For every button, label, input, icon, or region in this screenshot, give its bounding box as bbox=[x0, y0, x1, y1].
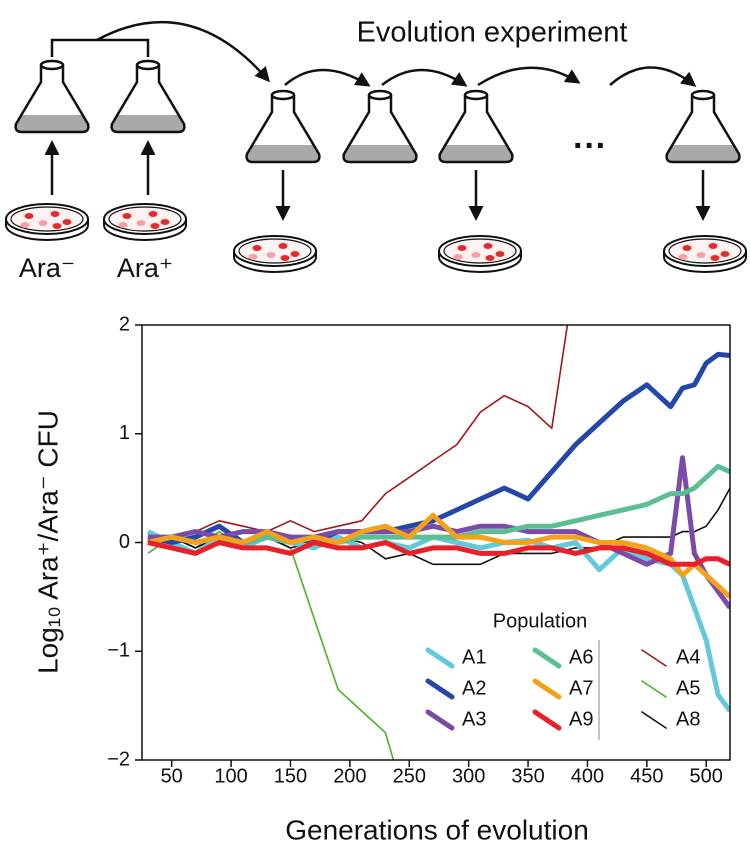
chart: Generations of evolution Log₁₀ Ara⁺/Ara⁻… bbox=[32, 313, 731, 845]
arrow bbox=[381, 68, 468, 87]
legend-label: A2 bbox=[462, 677, 486, 699]
plot-lines bbox=[146, 325, 730, 760]
plot-frame bbox=[141, 324, 731, 761]
bracket bbox=[50, 38, 150, 57]
legend-title: Population bbox=[493, 610, 588, 632]
flask bbox=[438, 89, 514, 164]
diagram-title: Evolution experiment bbox=[357, 17, 628, 49]
dish bbox=[5, 203, 89, 241]
series-line bbox=[147, 351, 730, 545]
dish bbox=[103, 203, 187, 241]
y-axis-title: Log₁₀ Ara⁺/Ara⁻ CFU bbox=[32, 410, 63, 674]
series-line bbox=[147, 512, 730, 599]
x-tick-label: 100 bbox=[214, 765, 247, 787]
legend-swatch bbox=[425, 678, 455, 700]
legend: Population A1 A2 A3 A6 A7 A9 A4 A5 A8 bbox=[425, 610, 700, 740]
legend-swatch bbox=[425, 709, 455, 731]
y-tick-label: −2 bbox=[107, 748, 130, 770]
arrow bbox=[284, 68, 371, 87]
y-tick-label: 1 bbox=[119, 422, 130, 444]
arrow bbox=[477, 66, 581, 87]
legend-swatch bbox=[641, 649, 667, 667]
legend-swatch bbox=[425, 647, 455, 669]
series-line bbox=[147, 325, 569, 538]
x-tick-label: 150 bbox=[274, 765, 307, 787]
legend-label: A1 bbox=[462, 646, 486, 668]
legend-label: A5 bbox=[676, 677, 700, 699]
label: Ara⁺ bbox=[117, 253, 173, 283]
label: Ara⁻ bbox=[19, 253, 75, 283]
y-tick-label: −1 bbox=[107, 640, 130, 662]
legend-swatch bbox=[532, 678, 562, 700]
legend-label: A3 bbox=[462, 708, 486, 730]
flask bbox=[665, 89, 741, 164]
series-line bbox=[147, 540, 730, 567]
legend-swatch bbox=[641, 711, 667, 729]
flask bbox=[342, 89, 418, 164]
arrow bbox=[609, 66, 697, 87]
x-tick-label: 500 bbox=[690, 765, 723, 787]
x-tick-label: 200 bbox=[333, 765, 366, 787]
x-tick-label: 300 bbox=[452, 765, 485, 787]
legend-label: A7 bbox=[569, 677, 593, 699]
legend-label: A4 bbox=[676, 646, 700, 668]
legend-label: A8 bbox=[676, 708, 700, 730]
diagram: Ara⁻ Ara⁺ Evolution experiment ··· bbox=[5, 17, 747, 283]
series-line bbox=[146, 529, 730, 713]
dish bbox=[663, 235, 747, 273]
x-tick-label: 50 bbox=[161, 765, 183, 787]
x-tick-label: 250 bbox=[393, 765, 426, 787]
legend-swatch bbox=[532, 647, 562, 669]
y-tick-label: 0 bbox=[119, 531, 130, 553]
flask bbox=[245, 89, 321, 164]
legend-swatch bbox=[532, 709, 562, 731]
dish bbox=[438, 235, 522, 273]
legend-label: A6 bbox=[569, 646, 593, 668]
flask bbox=[110, 59, 186, 134]
x-axis-title: Generations of evolution bbox=[285, 814, 589, 845]
x-tick-label: 450 bbox=[630, 765, 663, 787]
transfer-arrow bbox=[96, 20, 270, 83]
series-line bbox=[147, 455, 730, 610]
x-tick-label: 350 bbox=[511, 765, 544, 787]
legend-label: A9 bbox=[569, 708, 593, 730]
flask bbox=[14, 59, 90, 134]
x-tick-label: 400 bbox=[571, 765, 604, 787]
legend-swatch bbox=[641, 680, 667, 698]
ellipsis: ··· bbox=[573, 127, 607, 165]
y-tick-label: 2 bbox=[119, 313, 130, 335]
dish bbox=[233, 235, 317, 273]
